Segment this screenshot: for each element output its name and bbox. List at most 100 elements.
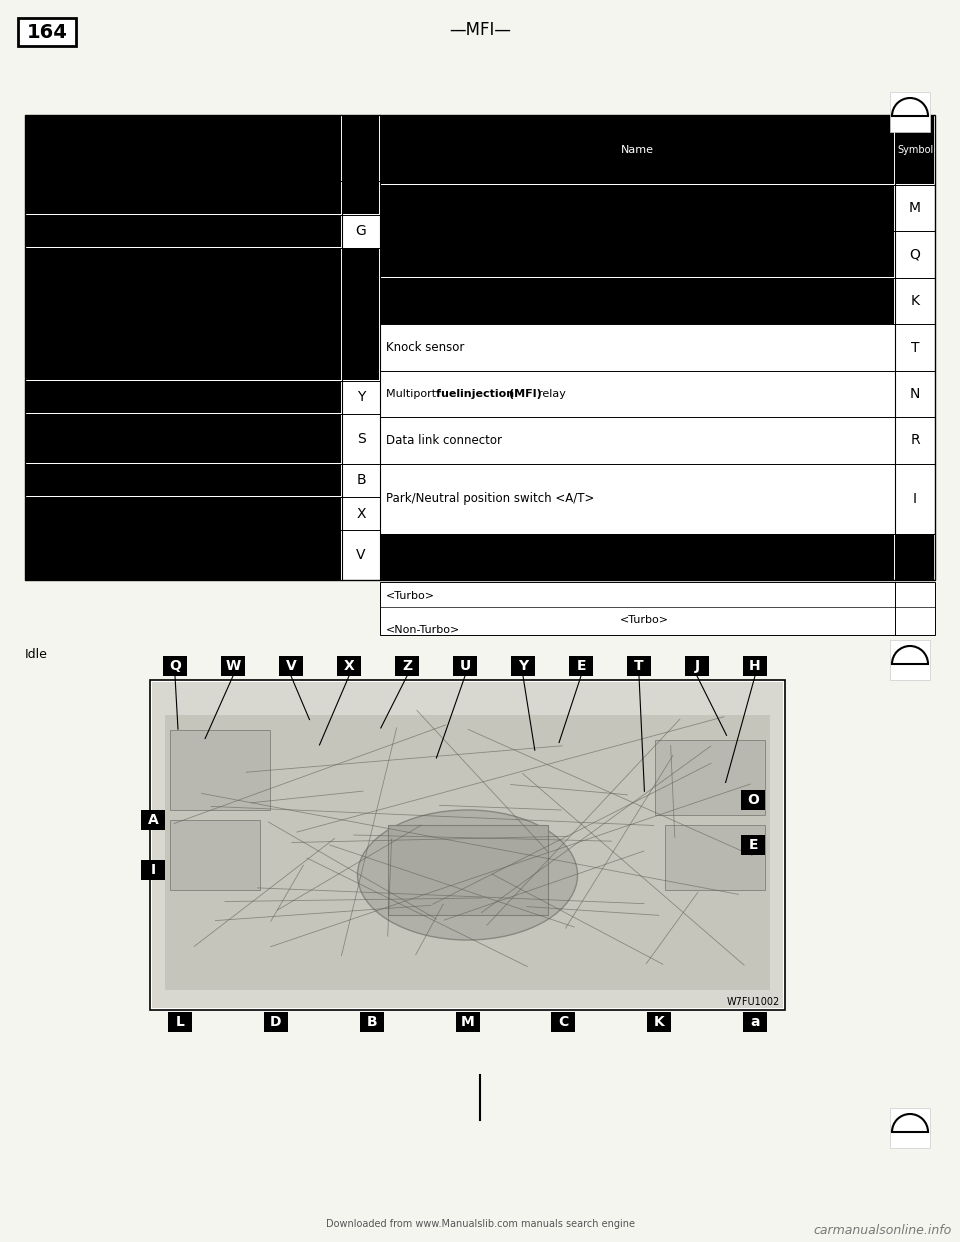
Text: M: M — [909, 201, 921, 215]
Bar — [25, 215, 341, 247]
Bar — [165, 715, 770, 990]
Text: S: S — [356, 432, 366, 446]
Text: (MFI): (MFI) — [510, 389, 546, 399]
Text: X: X — [356, 507, 366, 520]
Text: E: E — [576, 660, 586, 673]
Bar — [170, 730, 270, 810]
Bar — [511, 656, 535, 676]
Bar — [141, 810, 165, 830]
Text: W: W — [226, 660, 241, 673]
Bar — [895, 534, 934, 580]
Bar — [380, 278, 894, 324]
Bar — [150, 681, 785, 1010]
Text: Park/Neutral position switch <A/T>: Park/Neutral position switch <A/T> — [386, 492, 594, 505]
Text: N: N — [910, 388, 921, 401]
Text: Knock sensor: Knock sensor — [386, 342, 465, 354]
Bar — [380, 185, 894, 231]
Bar — [685, 656, 709, 676]
Text: C: C — [558, 1015, 568, 1030]
Text: a: a — [751, 1015, 759, 1030]
Bar — [380, 582, 935, 635]
Bar — [25, 248, 341, 380]
Text: T: T — [635, 660, 644, 673]
Bar — [627, 656, 651, 676]
Bar — [152, 682, 783, 1009]
Bar — [25, 463, 341, 497]
Bar — [453, 656, 477, 676]
Bar — [743, 656, 767, 676]
Text: B: B — [367, 1015, 377, 1030]
Bar — [895, 116, 934, 184]
Text: <Non-Turbo>: <Non-Turbo> — [386, 625, 460, 635]
Bar — [380, 116, 894, 184]
Text: U: U — [460, 660, 470, 673]
Text: <Turbo>: <Turbo> — [620, 615, 669, 625]
Bar — [741, 790, 765, 810]
Text: W7FU1002: W7FU1002 — [727, 997, 780, 1007]
Bar — [743, 1012, 767, 1032]
Bar — [551, 1012, 575, 1032]
Text: fuel: fuel — [436, 389, 464, 399]
Text: M: M — [461, 1015, 474, 1030]
Bar — [163, 656, 187, 676]
Text: Z: Z — [402, 660, 412, 673]
Text: K: K — [654, 1015, 664, 1030]
Text: 164: 164 — [27, 22, 67, 41]
Text: X: X — [344, 660, 354, 673]
Text: Q: Q — [909, 247, 921, 262]
Bar — [890, 640, 930, 681]
Bar — [647, 1012, 671, 1032]
Text: I: I — [913, 492, 917, 505]
Bar — [25, 414, 341, 463]
Bar — [388, 825, 547, 915]
Bar — [25, 116, 935, 580]
Ellipse shape — [357, 810, 578, 940]
Bar — [360, 1012, 384, 1032]
Bar — [141, 859, 165, 881]
Text: Data link connector: Data link connector — [386, 433, 502, 447]
Bar — [655, 740, 765, 815]
Bar — [168, 1012, 192, 1032]
Text: E: E — [748, 838, 757, 852]
Bar — [337, 656, 361, 676]
Text: O: O — [747, 792, 759, 807]
Bar — [342, 181, 379, 214]
Text: Multiport: Multiport — [386, 389, 440, 399]
Text: Y: Y — [357, 390, 365, 405]
Text: —MFI—: —MFI— — [449, 21, 511, 39]
Text: J: J — [694, 660, 700, 673]
Bar — [380, 534, 894, 580]
Bar — [741, 835, 765, 854]
Bar — [890, 1108, 930, 1148]
Text: B: B — [356, 473, 366, 487]
Text: Y: Y — [518, 660, 528, 673]
Bar — [455, 1012, 479, 1032]
Bar — [342, 248, 379, 380]
Bar — [25, 530, 341, 580]
Bar — [170, 820, 260, 891]
Text: G: G — [355, 225, 367, 238]
Bar — [18, 17, 76, 46]
Text: D: D — [270, 1015, 281, 1030]
Text: V: V — [356, 548, 366, 563]
Bar — [25, 497, 341, 529]
Text: Q: Q — [169, 660, 180, 673]
Bar — [395, 656, 419, 676]
Text: Symbol: Symbol — [897, 145, 933, 155]
Text: relay: relay — [539, 389, 570, 399]
Text: K: K — [910, 294, 920, 308]
Bar — [25, 116, 341, 181]
Bar — [25, 381, 341, 414]
Text: Name: Name — [621, 145, 654, 155]
Text: V: V — [286, 660, 297, 673]
Bar — [665, 825, 765, 891]
Text: A: A — [148, 814, 158, 827]
Text: H: H — [749, 660, 761, 673]
Text: R: R — [910, 433, 920, 447]
Text: Downloaded from www.Manualslib.com manuals search engine: Downloaded from www.Manualslib.com manua… — [325, 1218, 635, 1230]
Text: carmanualsonline.info: carmanualsonline.info — [814, 1223, 952, 1237]
Bar — [890, 92, 930, 132]
Text: I: I — [151, 863, 156, 877]
Text: T: T — [911, 340, 920, 354]
Bar — [279, 656, 303, 676]
